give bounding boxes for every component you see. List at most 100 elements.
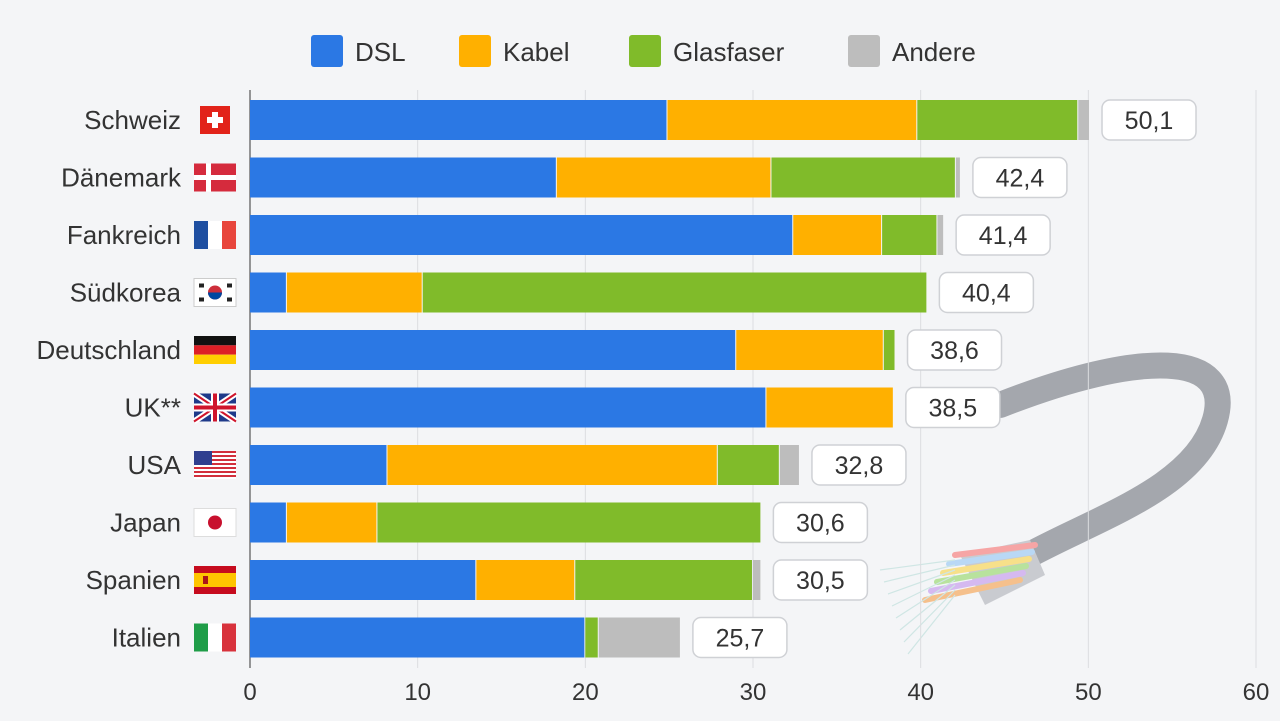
total-label: 42,4: [996, 165, 1045, 193]
bar-usa-andere: [779, 445, 799, 485]
x-tick-label: 40: [907, 679, 934, 706]
bar-italien-glasfaser: [585, 617, 598, 658]
total-label-box: [905, 386, 1001, 429]
bar-schweiz-dsl: [250, 100, 667, 140]
fiber-thread: [899, 584, 956, 631]
category-label: Südkorea: [70, 278, 182, 308]
fiber-thread: [887, 569, 956, 595]
x-tick-label: 20: [572, 679, 599, 706]
bar-italien-dsl: [250, 617, 585, 658]
bar-fankreich-andere: [937, 215, 944, 255]
flag-italy-icon: [194, 623, 236, 652]
fiber-cable-illustration: [879, 352, 1231, 655]
x-tick-label: 50: [1075, 679, 1102, 706]
bar-fankreich-glasfaser: [882, 215, 937, 255]
total-label-box: [692, 616, 788, 659]
fiber-thread: [891, 574, 956, 607]
fiber-strand: [928, 570, 1026, 594]
total-label-box: [1101, 99, 1197, 141]
x-tick-label: 60: [1243, 679, 1270, 706]
total-label-box: [772, 501, 869, 544]
bar-spanien-kabel: [476, 560, 575, 600]
flag-denmark-icon: [194, 163, 236, 192]
legend-swatch-dsl: [311, 35, 343, 67]
x-axis: 0 10 20 30 40 50 60: [243, 679, 1269, 706]
fiber-thread: [895, 579, 956, 619]
bars: [250, 100, 1090, 658]
flag-uk-icon: [192, 391, 238, 424]
bar-schweiz-kabel: [667, 100, 917, 140]
bar-dänemark-andere: [955, 157, 960, 198]
bar-usa-dsl: [250, 445, 387, 485]
bar-dänemark-kabel: [556, 157, 771, 198]
bar-uk-kabel: [766, 387, 893, 428]
bar-deutschland-dsl: [250, 330, 736, 370]
total-label: 30,5: [796, 567, 845, 595]
total-label-box: [906, 329, 1003, 371]
bar-dänemark-glasfaser: [771, 157, 955, 198]
fiber-thread: [903, 589, 956, 643]
total-label: 41,4: [979, 222, 1028, 250]
bar-fankreich-kabel: [793, 215, 882, 255]
bar-deutschland-glasfaser: [883, 330, 895, 370]
fiber-thread: [907, 594, 956, 655]
total-label: 50,1: [1125, 107, 1174, 135]
fiber-strand: [940, 556, 1032, 576]
category-label: Fankreich: [67, 220, 181, 250]
category-label: USA: [128, 450, 182, 480]
fiber-strand: [946, 549, 1035, 567]
total-label: 38,5: [929, 395, 978, 423]
flag-usa-icon: [194, 451, 236, 479]
total-label-box: [955, 214, 1051, 256]
fiber-thread: [879, 559, 956, 571]
bar-spanien-dsl: [250, 560, 476, 600]
legend-label-dsl: DSL: [355, 37, 406, 67]
bar-japan-kabel: [286, 502, 377, 543]
x-tick-label: 10: [404, 679, 431, 706]
flag-germany-icon: [194, 336, 236, 364]
cable-sheath: [987, 352, 1231, 573]
total-labels: 50,1 42,4 41,4 40,4 38,6 38,5 32,8 30,6 30,5 25,7: [692, 99, 1197, 659]
category-label: Schweiz: [84, 105, 181, 135]
category-label: Dänemark: [61, 163, 182, 193]
legend-label-glasfaser: Glasfaser: [673, 37, 785, 67]
x-tick-label: 0: [243, 679, 256, 706]
bar-fankreich-dsl: [250, 215, 793, 255]
bar-dänemark-dsl: [250, 157, 556, 198]
legend-swatch-kabel: [459, 35, 491, 67]
bar-japan-dsl: [250, 502, 286, 543]
fiber-strand: [934, 563, 1029, 585]
bar-spanien-glasfaser: [575, 560, 752, 600]
bar-japan-glasfaser: [377, 502, 761, 543]
bar-schweiz-andere: [1078, 100, 1090, 140]
total-label-box: [811, 444, 907, 486]
bar-südkorea-glasfaser: [422, 272, 927, 313]
total-label: 30,6: [796, 510, 845, 538]
bar-deutschland-kabel: [736, 330, 883, 370]
total-label: 40,4: [962, 280, 1011, 308]
total-label: 38,6: [930, 337, 979, 365]
legend-label-kabel: Kabel: [503, 37, 570, 67]
legend-swatch-andere: [848, 35, 880, 67]
flag-spain-icon: [194, 566, 236, 594]
category-label: UK**: [125, 393, 181, 423]
category-label: Italien: [112, 623, 181, 653]
total-label-box: [772, 559, 869, 601]
fiber-thread: [883, 564, 956, 583]
flag-france-icon: [194, 221, 236, 249]
bar-usa-kabel: [387, 445, 717, 485]
legend-label-andere: Andere: [892, 37, 976, 67]
category-label: Spanien: [86, 565, 181, 595]
bar-uk-dsl: [250, 387, 766, 428]
legend: DSL Kabel Glasfaser Andere: [311, 35, 976, 67]
bar-schweiz-glasfaser: [917, 100, 1078, 140]
flag-japan-icon: [193, 508, 237, 537]
fiber-strand: [952, 542, 1038, 558]
bar-usa-glasfaser: [717, 445, 779, 485]
bar-spanien-andere: [753, 560, 761, 600]
legend-swatch-glasfaser: [629, 35, 661, 67]
category-label: Deutschland: [36, 335, 181, 365]
bar-italien-andere: [598, 617, 680, 658]
